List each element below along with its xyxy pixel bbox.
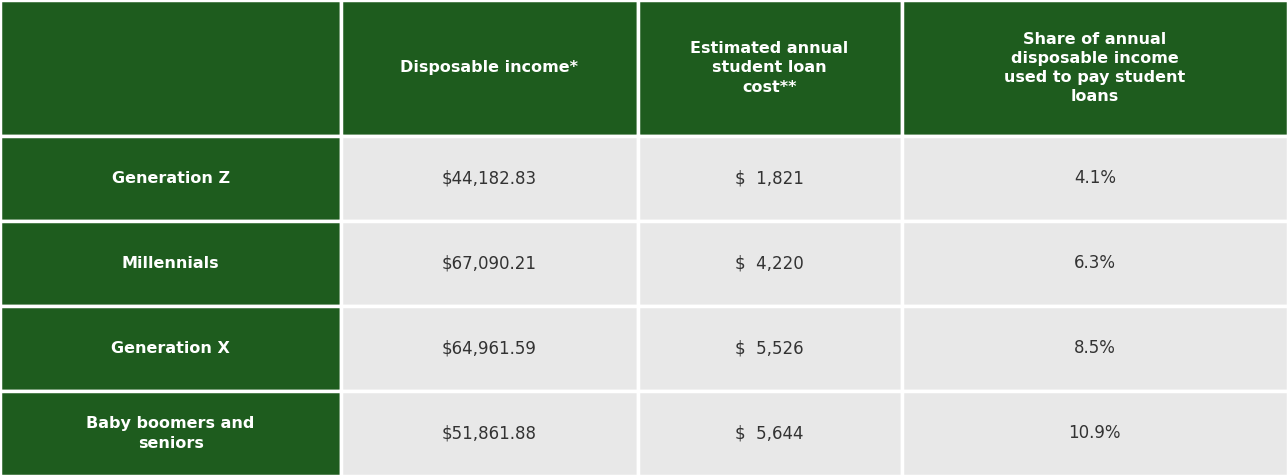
Bar xyxy=(341,391,638,476)
Text: $67,090.21: $67,090.21 xyxy=(442,254,537,272)
Text: Share of annual
disposable income
used to pay student
loans: Share of annual disposable income used t… xyxy=(1005,31,1185,104)
Bar xyxy=(638,221,902,306)
Bar xyxy=(902,391,1288,476)
Text: $44,182.83: $44,182.83 xyxy=(442,169,537,187)
Bar xyxy=(341,306,638,391)
Text: 6.3%: 6.3% xyxy=(1074,254,1115,272)
Text: $  4,220: $ 4,220 xyxy=(735,254,804,272)
Text: $51,861.88: $51,861.88 xyxy=(442,425,537,443)
Bar xyxy=(638,136,902,221)
Bar xyxy=(341,221,638,306)
Bar xyxy=(902,0,1288,136)
Text: 8.5%: 8.5% xyxy=(1074,339,1115,357)
Bar xyxy=(341,136,638,221)
Text: Generation X: Generation X xyxy=(111,341,231,356)
Bar xyxy=(341,0,638,136)
Text: $  1,821: $ 1,821 xyxy=(735,169,804,187)
Bar xyxy=(638,0,902,136)
Bar xyxy=(638,306,902,391)
Text: Disposable income*: Disposable income* xyxy=(401,60,578,75)
Text: Generation Z: Generation Z xyxy=(112,171,229,186)
Bar xyxy=(902,136,1288,221)
Bar xyxy=(0,306,341,391)
Bar xyxy=(902,221,1288,306)
Text: Baby boomers and
seniors: Baby boomers and seniors xyxy=(86,416,255,451)
Text: Millennials: Millennials xyxy=(122,256,219,271)
Text: $64,961.59: $64,961.59 xyxy=(442,339,537,357)
Text: 10.9%: 10.9% xyxy=(1069,425,1121,443)
Bar xyxy=(0,391,341,476)
Bar xyxy=(0,136,341,221)
Text: $  5,644: $ 5,644 xyxy=(735,425,804,443)
Bar xyxy=(0,0,341,136)
Text: 4.1%: 4.1% xyxy=(1074,169,1115,187)
Bar xyxy=(902,306,1288,391)
Bar xyxy=(638,391,902,476)
Text: $  5,526: $ 5,526 xyxy=(735,339,804,357)
Bar xyxy=(0,221,341,306)
Text: Estimated annual
student loan
cost**: Estimated annual student loan cost** xyxy=(690,41,849,95)
